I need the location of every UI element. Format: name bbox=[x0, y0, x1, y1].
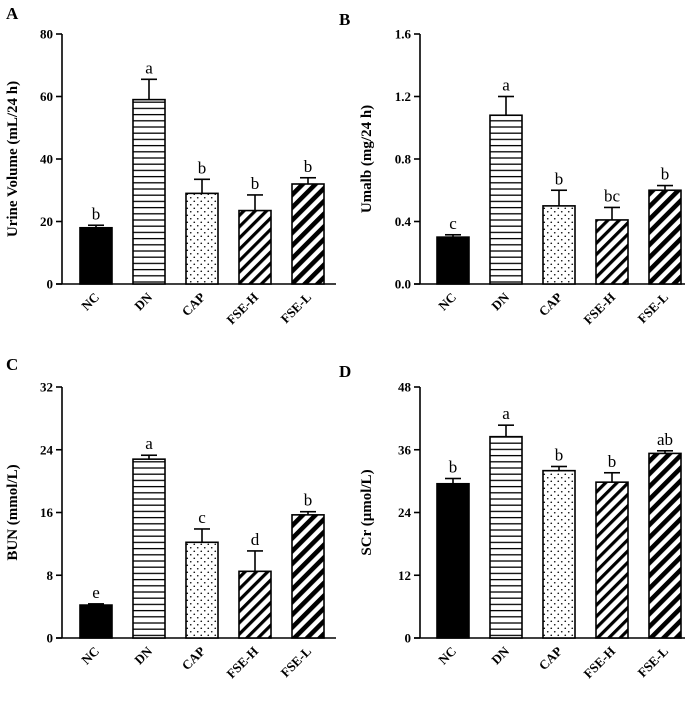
panel-a: A Urine Volume (mL/24 h) 0 20 40 60 80 b NC a DN b C… bbox=[5, 4, 336, 327]
x-tick-label: NC bbox=[435, 290, 459, 314]
significance-letter: a bbox=[502, 404, 510, 423]
y-tick-label: 0 bbox=[47, 631, 54, 646]
y-axis-title: SCr (μmol/L) bbox=[359, 469, 375, 555]
significance-letter: b bbox=[251, 174, 260, 193]
y-tick-label: 1.2 bbox=[395, 89, 411, 104]
bar-fse-l bbox=[291, 183, 325, 285]
x-tick-label: FSE-H bbox=[223, 290, 261, 328]
x-tick-label: FSE-H bbox=[223, 644, 261, 682]
y-tick-label: 8 bbox=[47, 568, 54, 583]
y-tick-label: 0 bbox=[47, 277, 54, 292]
panel-b: B Umalb (mg/24 h) 0.0 0.4 0.8 1.2 1.6 c NC a DN b CA… bbox=[339, 10, 685, 327]
bar-fse-h bbox=[595, 481, 629, 639]
x-tick-label: FSE-L bbox=[277, 643, 314, 680]
significance-letter: c bbox=[198, 508, 206, 527]
bar-fse-l bbox=[648, 189, 682, 285]
panel-letter: B bbox=[339, 10, 350, 29]
y-tick-label: 48 bbox=[398, 380, 412, 395]
y-tick-label: 0.0 bbox=[395, 277, 411, 292]
significance-letter: b bbox=[304, 157, 313, 176]
significance-letter: a bbox=[502, 76, 510, 95]
panel-c: C BUN (mmol/L) 0 8 16 24 32 e NC a DN c CAP d FSE-H b FS… bbox=[5, 355, 336, 681]
bar-cap bbox=[542, 205, 576, 285]
x-tick-label: CAP bbox=[536, 643, 566, 673]
y-tick-label: 1.6 bbox=[395, 27, 412, 42]
bar-fse-h bbox=[238, 209, 272, 285]
x-tick-label: NC bbox=[78, 290, 102, 314]
bar-dn bbox=[132, 458, 166, 639]
y-tick-label: 24 bbox=[40, 442, 54, 457]
significance-letter: ab bbox=[657, 430, 673, 449]
x-tick-label: DN bbox=[131, 289, 155, 313]
y-tick-label: 0.4 bbox=[395, 214, 412, 229]
significance-letter: b bbox=[198, 158, 207, 177]
bar-cap bbox=[185, 192, 219, 285]
panel-d: D SCr (μmol/L) 0 12 24 36 48 b NC a DN b CAP b FSE-H ab… bbox=[339, 362, 685, 681]
significance-letter: c bbox=[449, 214, 457, 233]
y-tick-label: 16 bbox=[40, 505, 54, 520]
x-tick-label: NC bbox=[435, 644, 459, 668]
y-tick-label: 32 bbox=[40, 380, 53, 395]
y-tick-label: 0.8 bbox=[395, 152, 412, 167]
y-tick-label: 40 bbox=[40, 152, 53, 167]
significance-letter: b bbox=[449, 458, 458, 477]
bar-cap bbox=[185, 541, 219, 639]
y-tick-label: 60 bbox=[40, 89, 53, 104]
x-tick-label: NC bbox=[78, 644, 102, 668]
panel-letter: C bbox=[6, 355, 18, 374]
significance-letter: b bbox=[608, 452, 617, 471]
significance-letter: b bbox=[661, 165, 670, 184]
bar-fse-l bbox=[648, 452, 682, 639]
bar-nc bbox=[436, 236, 470, 285]
y-tick-label: 24 bbox=[398, 505, 412, 520]
bar-fse-l bbox=[291, 514, 325, 639]
y-tick-label: 12 bbox=[398, 568, 411, 583]
x-tick-label: FSE-H bbox=[580, 644, 618, 682]
x-tick-label: DN bbox=[131, 643, 155, 667]
significance-letter: a bbox=[145, 58, 153, 77]
bar-dn bbox=[489, 435, 523, 639]
bar-dn bbox=[132, 98, 166, 285]
x-tick-label: DN bbox=[488, 643, 512, 667]
y-tick-label: 36 bbox=[398, 442, 412, 457]
y-tick-label: 0 bbox=[405, 631, 412, 646]
significance-letter: b bbox=[555, 445, 564, 464]
significance-letter: a bbox=[145, 434, 153, 453]
y-axis-title: Urine Volume (mL/24 h) bbox=[5, 81, 21, 237]
x-tick-label: FSE-L bbox=[634, 643, 671, 680]
y-tick-label: 20 bbox=[40, 214, 53, 229]
x-tick-label: CAP bbox=[179, 289, 209, 319]
bar-dn bbox=[489, 114, 523, 285]
x-tick-label: FSE-H bbox=[580, 290, 618, 328]
panel-letter: A bbox=[6, 4, 19, 23]
significance-letter: b bbox=[92, 204, 101, 223]
bar-nc bbox=[79, 226, 113, 285]
significance-letter: bc bbox=[604, 186, 621, 205]
bar-cap bbox=[542, 469, 576, 639]
significance-letter: e bbox=[92, 583, 100, 602]
x-tick-label: CAP bbox=[179, 643, 209, 673]
y-axis-title: Umalb (mg/24 h) bbox=[359, 105, 375, 213]
bar-nc bbox=[79, 604, 113, 639]
bar-nc bbox=[436, 482, 470, 639]
significance-letter: b bbox=[555, 169, 564, 188]
y-tick-label: 80 bbox=[40, 27, 53, 42]
y-axis-title: BUN (mmol/L) bbox=[5, 464, 21, 560]
significance-letter: b bbox=[304, 491, 313, 510]
x-tick-label: CAP bbox=[536, 289, 566, 319]
x-tick-label: FSE-L bbox=[277, 289, 314, 326]
bar-fse-h bbox=[595, 219, 629, 285]
x-tick-label: DN bbox=[488, 289, 512, 313]
x-tick-label: FSE-L bbox=[634, 289, 671, 326]
significance-letter: d bbox=[251, 530, 260, 549]
panel-letter: D bbox=[339, 362, 351, 381]
bar-fse-h bbox=[238, 570, 272, 639]
